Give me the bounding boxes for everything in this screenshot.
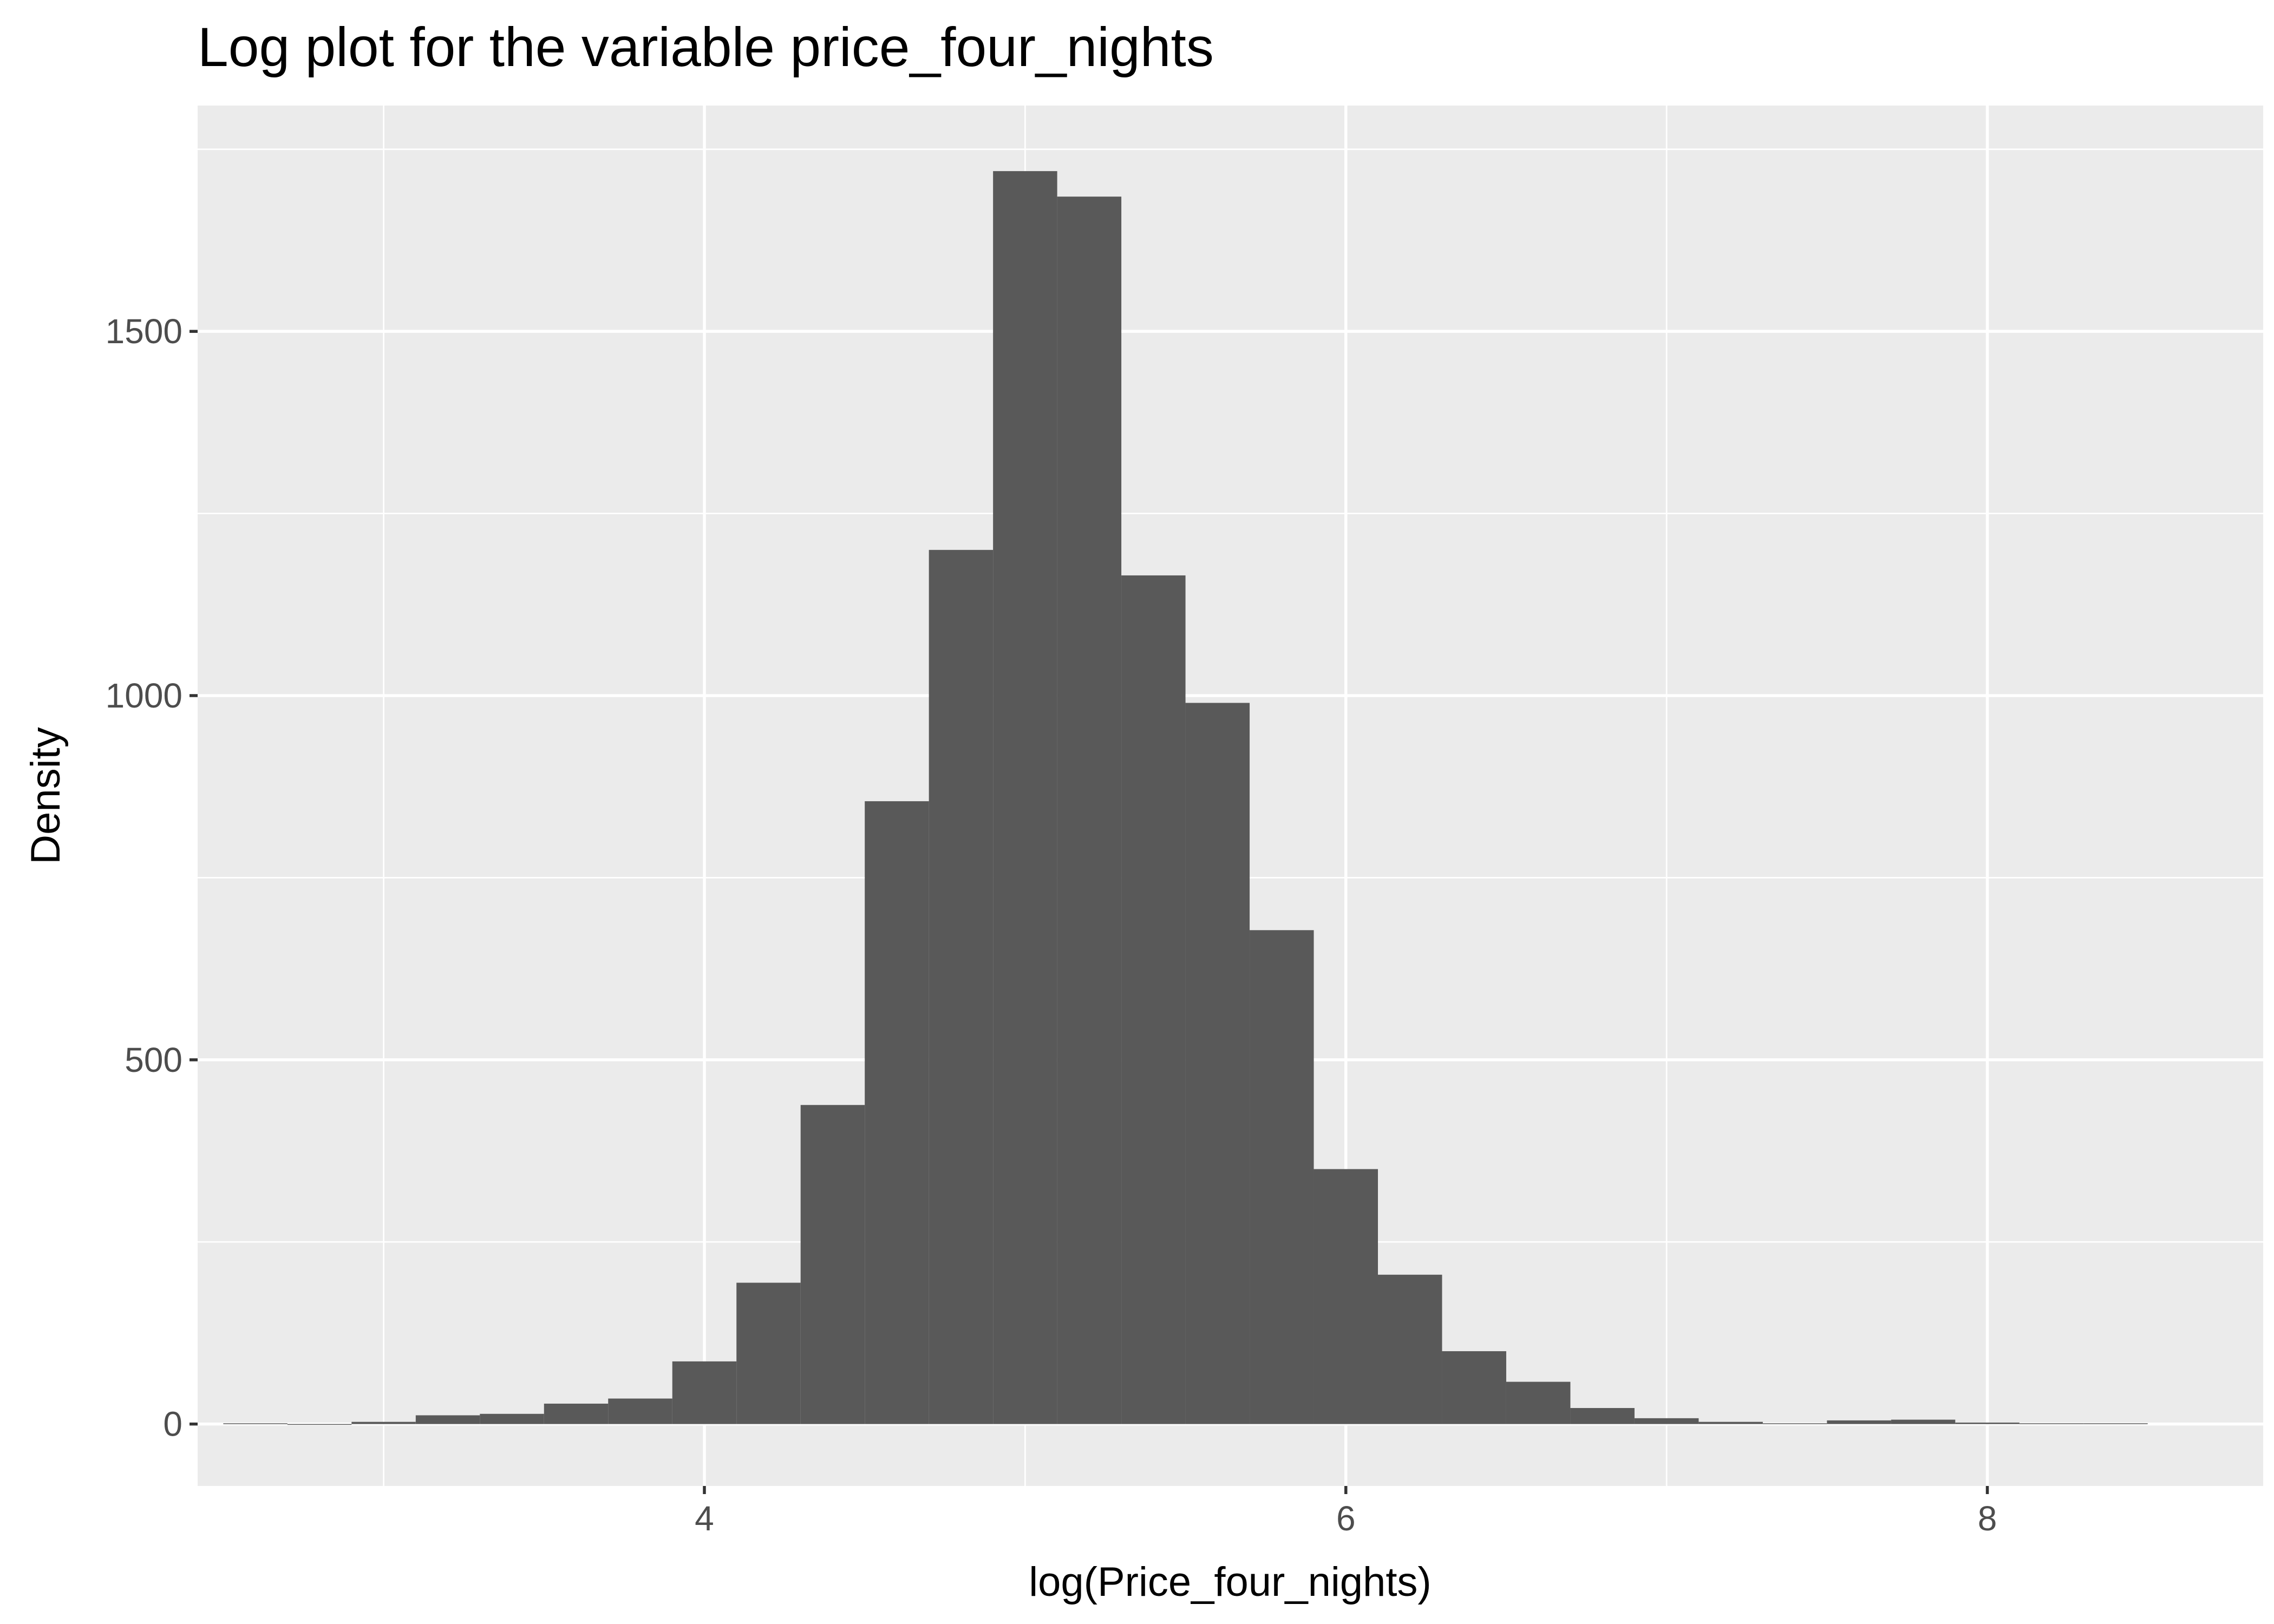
histogram-bar	[1762, 1423, 1827, 1424]
histogram-bar	[351, 1422, 416, 1424]
histogram-bar	[736, 1282, 801, 1424]
histogram-bar	[1250, 930, 1314, 1424]
x-tick-label: 4	[695, 1499, 714, 1538]
histogram-bar	[544, 1403, 609, 1424]
y-tick-label: 500	[125, 1040, 182, 1079]
histogram-bar	[1827, 1420, 1891, 1424]
histogram-bar	[800, 1105, 865, 1424]
x-tick-label: 6	[1336, 1499, 1356, 1538]
y-tick-label: 0	[163, 1405, 182, 1444]
histogram-bar	[1891, 1419, 1956, 1424]
histogram-bar	[993, 171, 1057, 1424]
histogram-bar	[2019, 1423, 2084, 1424]
histogram-bar	[1057, 197, 1122, 1424]
histogram-bar	[1634, 1418, 1699, 1424]
histogram-bar	[223, 1423, 287, 1424]
histogram-bar	[1442, 1351, 1506, 1424]
histogram-bar	[1570, 1408, 1635, 1424]
y-axis-title: Density	[23, 727, 69, 864]
y-tick-label: 1500	[106, 312, 182, 351]
histogram-bar	[1378, 1274, 1442, 1424]
histogram-bar	[1955, 1422, 2020, 1424]
histogram-bar	[1506, 1381, 1571, 1424]
histogram-bar	[608, 1398, 672, 1424]
histogram-bar	[1314, 1169, 1378, 1424]
histogram-bar	[2083, 1423, 2148, 1424]
histogram-bars	[223, 171, 2148, 1425]
x-axis-title: log(Price_four_nights)	[1029, 1559, 1432, 1605]
histogram-bar	[1121, 575, 1186, 1424]
histogram-bar	[480, 1413, 544, 1424]
y-tick-label: 1000	[106, 676, 182, 715]
histogram-bar	[929, 549, 994, 1424]
histogram-bar	[1185, 703, 1250, 1424]
histogram-bar	[415, 1415, 480, 1424]
y-axis: 0 500 1000 1500	[106, 312, 198, 1444]
histogram-bar	[672, 1361, 737, 1424]
histogram-bar	[865, 801, 929, 1424]
histogram-bar	[287, 1424, 352, 1425]
x-axis: 4 6 8	[695, 1486, 1997, 1538]
chart-title: Log plot for the variable price_four_nig…	[198, 16, 1214, 78]
histogram-bar	[1698, 1422, 1763, 1424]
x-tick-label: 8	[1978, 1499, 1997, 1538]
